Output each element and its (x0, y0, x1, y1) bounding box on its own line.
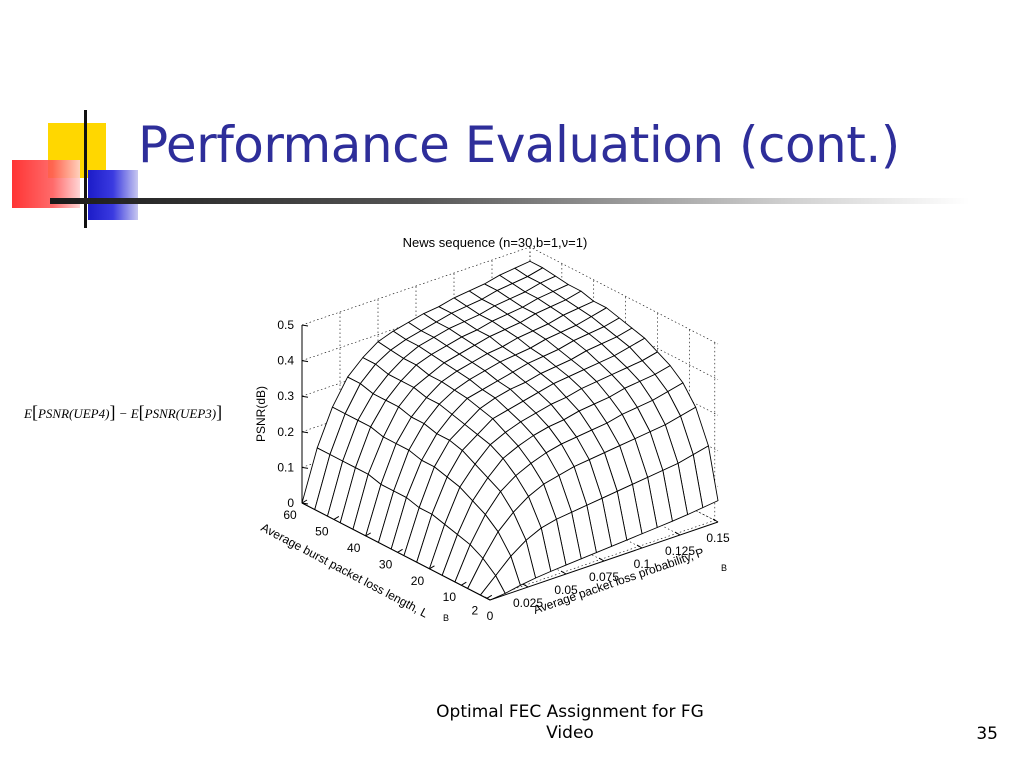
y-tick-mark (484, 596, 491, 601)
x-tick-label: 40 (347, 541, 361, 555)
x-tick-mark (461, 581, 467, 586)
slide-title: Performance Evaluation (cont.) (138, 116, 900, 174)
z-tick-mark (301, 431, 309, 434)
y-tick-label: 0.125 (665, 544, 695, 558)
grid-line-z (301, 246, 719, 345)
z-tick-label: 0.4 (277, 354, 294, 368)
y-tick-mark (674, 531, 681, 536)
x-tick-mark (429, 565, 435, 570)
x-tick-label: 30 (379, 557, 393, 571)
y-tick-label: 0.075 (589, 570, 619, 584)
deco-blue-square (88, 170, 138, 220)
x-tick-label: 10 (443, 590, 457, 604)
y-tick-label: 0.1 (634, 557, 651, 571)
z-tick-mark (301, 324, 309, 327)
footer-text: Optimal FEC Assignment for FG Video (436, 702, 704, 743)
z-axis-label: PSNR(dB) (254, 386, 268, 442)
x-tick-mark (301, 499, 308, 504)
z-tick-mark (301, 360, 309, 363)
x-axis-label-subscript: B (443, 613, 449, 623)
formula-bracket-close-2: ] (216, 402, 223, 422)
z-tick-mark (301, 395, 309, 398)
y-tick-mark (560, 570, 567, 575)
title-rule (50, 198, 970, 204)
x-tick-label: 2 (471, 603, 478, 617)
y-tick-label: 0.025 (513, 596, 543, 610)
y-axis-label-subscript: B (721, 563, 727, 573)
z-tick-label: 0.3 (277, 389, 294, 403)
chart-axes: 00.10.20.30.40.5210203040506000.0250.050… (277, 318, 730, 623)
formula-label: E[PSNR(UEP4)] − E[PSNR(UEP3)] (24, 403, 222, 422)
z-tick-label: 0.5 (277, 318, 294, 332)
x-tick-mark (333, 516, 340, 520)
formula-minus-e2: − E (115, 406, 139, 421)
page-number: 35 (976, 724, 998, 744)
deco-vertical-line (84, 110, 87, 228)
z-tick-mark (301, 502, 309, 505)
x-axis-line (301, 502, 491, 601)
formula-bracket-open-2: [ (138, 402, 145, 422)
formula-term-1: PSNR(UEP4) (37, 406, 110, 421)
surface-mesh (301, 260, 719, 601)
y-tick-mark (712, 518, 719, 523)
y-tick-label: 0.15 (706, 531, 730, 545)
z-tick-mark (301, 466, 309, 469)
y-tick-mark (636, 544, 643, 549)
x-tick-label: 50 (315, 524, 329, 538)
z-tick-label: 0.1 (277, 460, 294, 474)
y-tick-mark (598, 557, 605, 562)
x-tick-mark (397, 548, 403, 553)
x-tick-label: 20 (411, 574, 425, 588)
formula-e1: E (24, 406, 32, 421)
z-tick-label: 0.2 (277, 425, 294, 439)
z-tick-label: 0 (287, 496, 294, 510)
formula-bracket-open-1: [ (31, 402, 38, 422)
formula-bracket-close-1: ] (109, 402, 116, 422)
y-tick-mark (522, 583, 529, 588)
x-tick-mark (486, 594, 493, 599)
x-tick-mark (365, 532, 371, 537)
y-tick-label: 0 (487, 609, 494, 623)
formula-term-2: PSNR(UEP3) (144, 406, 217, 421)
x-tick-label: 60 (283, 508, 297, 522)
y-tick-label: 0.05 (554, 583, 578, 597)
chart-title: News sequence (n=30,b=1,ν=1) (403, 235, 588, 250)
